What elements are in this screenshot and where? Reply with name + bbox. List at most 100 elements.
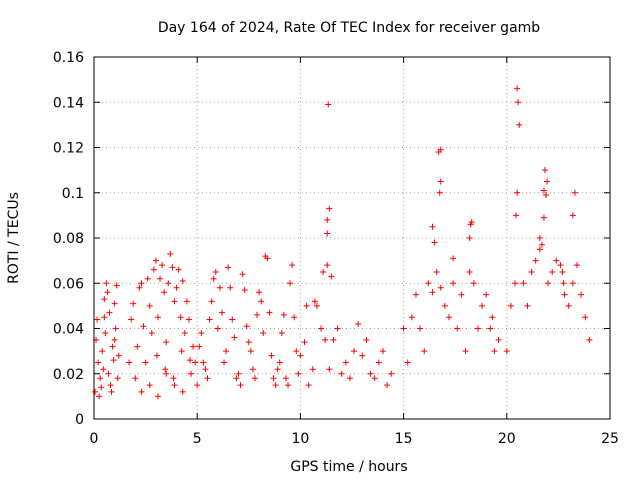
data-point	[287, 280, 294, 287]
data-point	[540, 187, 547, 194]
y-tick-label: 0.02	[53, 367, 84, 383]
data-point	[549, 268, 556, 275]
data-point	[177, 314, 184, 321]
data-point	[507, 302, 514, 309]
data-point	[179, 277, 186, 284]
data-point	[103, 280, 110, 287]
data-point	[324, 230, 331, 237]
data-point	[487, 325, 494, 332]
data-point	[194, 382, 201, 389]
data-point	[247, 348, 254, 355]
data-point	[325, 101, 332, 108]
data-point	[342, 359, 349, 366]
data-point	[561, 291, 568, 298]
data-point	[540, 214, 547, 221]
data-point	[582, 314, 589, 321]
data-point	[466, 268, 473, 275]
data-point	[425, 280, 432, 287]
data-point	[134, 343, 141, 350]
data-point	[379, 348, 386, 355]
data-point	[146, 302, 153, 309]
data-point	[243, 323, 250, 330]
data-point	[183, 298, 190, 305]
data-point	[254, 311, 261, 318]
data-point	[495, 336, 502, 343]
data-point	[305, 382, 312, 389]
data-point	[524, 302, 531, 309]
x-tick-label: 20	[498, 431, 516, 447]
data-point	[578, 291, 585, 298]
data-point	[239, 271, 246, 278]
data-point	[421, 348, 428, 355]
data-point	[328, 273, 335, 280]
data-point	[569, 212, 576, 219]
data-point	[586, 336, 593, 343]
data-point	[436, 189, 443, 196]
data-point	[295, 370, 302, 377]
data-point	[536, 246, 543, 253]
data-point	[179, 388, 186, 395]
data-point	[309, 366, 316, 373]
data-point	[489, 314, 496, 321]
data-point	[301, 339, 308, 346]
data-point	[278, 330, 285, 337]
data-point	[162, 366, 169, 373]
data-point	[110, 357, 117, 364]
data-point	[161, 289, 168, 296]
data-point	[303, 302, 310, 309]
data-point	[258, 298, 265, 305]
data-point	[560, 280, 567, 287]
x-tick-label: 25	[601, 431, 619, 447]
data-point	[285, 382, 292, 389]
data-point	[326, 205, 333, 212]
data-point	[450, 280, 457, 287]
data-point	[435, 149, 442, 156]
data-point	[245, 339, 252, 346]
data-point	[458, 291, 465, 298]
data-point	[109, 343, 116, 350]
data-point	[167, 250, 174, 257]
data-point	[553, 257, 560, 264]
data-point	[311, 298, 318, 305]
data-point	[326, 366, 333, 373]
data-point	[251, 375, 258, 382]
y-tick-label: 0	[75, 412, 84, 428]
data-point	[450, 255, 457, 262]
data-point	[154, 314, 161, 321]
y-tick-label: 0.16	[53, 50, 84, 66]
data-point	[132, 375, 139, 382]
data-point	[571, 189, 578, 196]
data-point	[545, 280, 552, 287]
data-point	[289, 262, 296, 269]
y-tick-label: 0.1	[62, 186, 84, 202]
y-tick-label: 0.06	[53, 276, 84, 292]
data-point	[178, 348, 185, 355]
data-point	[417, 325, 424, 332]
data-point	[188, 370, 195, 377]
data-points	[92, 85, 593, 400]
data-point	[541, 167, 548, 174]
data-point	[400, 325, 407, 332]
data-point	[293, 348, 300, 355]
data-point	[467, 221, 474, 228]
data-point	[95, 359, 102, 366]
data-point	[543, 192, 550, 199]
y-axis-label: ROTI / TECUs	[6, 192, 22, 284]
data-point	[210, 275, 217, 282]
data-point	[225, 264, 232, 271]
data-point	[559, 268, 566, 275]
grid-lines	[94, 57, 610, 419]
data-point	[138, 388, 145, 395]
data-point	[175, 266, 182, 273]
data-point	[503, 348, 510, 355]
data-point	[512, 280, 519, 287]
data-point	[102, 330, 109, 337]
data-point	[318, 325, 325, 332]
data-point	[218, 309, 225, 316]
data-point	[186, 357, 193, 364]
data-point	[437, 284, 444, 291]
data-point	[513, 212, 520, 219]
data-point	[470, 280, 477, 287]
data-point	[573, 262, 580, 269]
